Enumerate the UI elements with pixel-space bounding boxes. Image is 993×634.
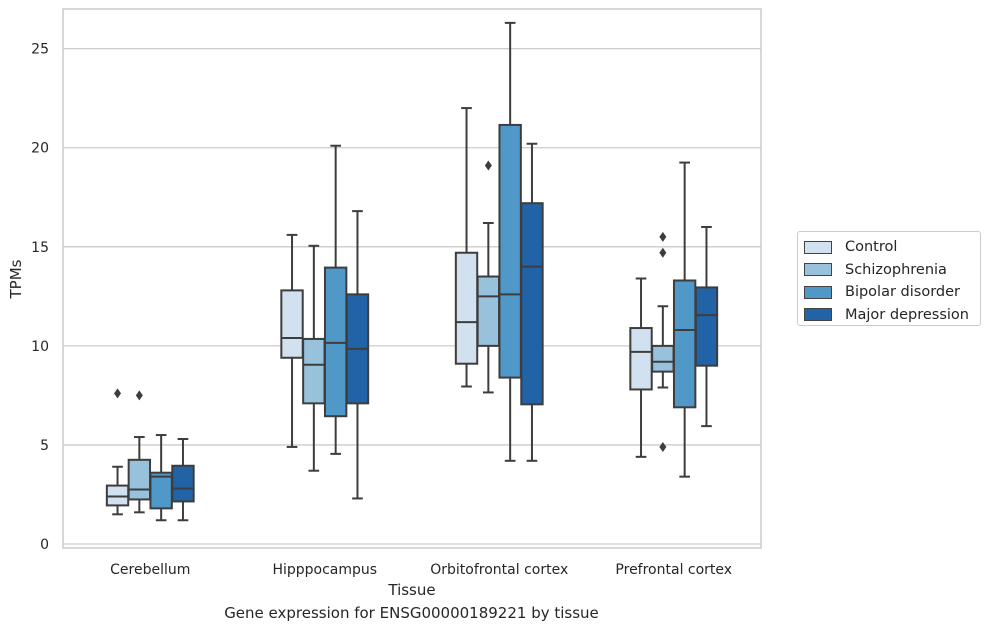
box	[280, 289, 304, 359]
y-tick-label: 25	[31, 42, 49, 58]
box	[520, 202, 544, 406]
y-tick-label: 20	[31, 141, 49, 157]
y-tick-label: 0	[40, 537, 49, 553]
x-tick-label: Hipppocampus	[272, 562, 377, 578]
legend-swatch	[804, 263, 832, 277]
chart-caption: Gene expression for ENSG00000189221 by t…	[224, 604, 599, 622]
x-axis-title: Tissue	[387, 581, 435, 599]
y-tick-label: 10	[31, 339, 49, 355]
box	[651, 344, 675, 373]
y-axis-title: TPMs	[7, 259, 25, 299]
outlier-point	[114, 388, 122, 399]
legend-label: Bipolar disorder	[845, 284, 960, 301]
legend-swatch	[804, 285, 832, 299]
legend-swatch	[804, 308, 832, 322]
legend-label: Major depression	[845, 306, 969, 323]
box	[302, 337, 326, 405]
x-tick-label: Prefrontal cortex	[615, 562, 732, 578]
box	[171, 464, 195, 503]
legend-label: Schizophrenia	[845, 261, 947, 278]
x-tick-label: Orbitofrontal cortex	[430, 562, 568, 578]
series-bipolar-disorder	[149, 21, 697, 522]
outlier-point	[659, 247, 667, 258]
outlier-point	[659, 441, 667, 452]
y-tick-label: 5	[40, 438, 49, 454]
box	[694, 286, 719, 367]
legend: Control Schizophrenia Bipolar disorder Majo…	[797, 231, 981, 326]
box	[454, 251, 479, 365]
legend-item: Schizophrenia	[804, 259, 974, 282]
series-major-depression	[171, 142, 719, 522]
box-series	[105, 21, 719, 522]
box	[672, 279, 697, 409]
box	[476, 275, 501, 347]
series-schizophrenia	[127, 160, 675, 514]
plot-area	[62, 8, 762, 549]
legend-item: Major depression	[804, 304, 974, 327]
outlier-point	[659, 231, 667, 242]
gridlines	[63, 47, 761, 545]
y-axis-ticks: 0 5 10 15 20 25	[31, 42, 49, 553]
box	[498, 123, 522, 379]
y-tick-label: 15	[31, 240, 49, 256]
outlier-point	[484, 160, 492, 171]
legend-item: Control	[804, 236, 974, 259]
outlier-point	[135, 390, 143, 401]
legend-label: Control	[845, 239, 898, 256]
box	[149, 471, 173, 510]
box	[127, 458, 152, 501]
x-tick-label: Cerebellum	[110, 562, 190, 578]
series-control	[105, 107, 653, 516]
legend-item: Bipolar disorder	[804, 281, 974, 304]
x-axis-ticks: Cerebellum Hipppocampus Orbitofrontal cort…	[110, 562, 732, 578]
box	[629, 327, 653, 391]
legend-swatch	[804, 240, 832, 254]
